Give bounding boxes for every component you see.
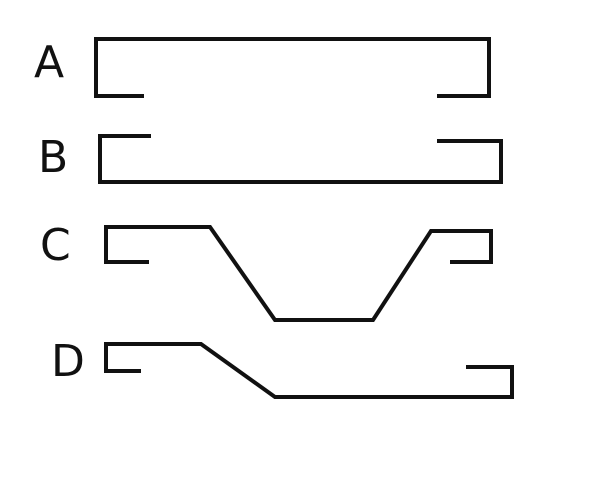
option-a-label: A [34, 37, 64, 88]
option-b-shape [98, 134, 503, 184]
option-b-label: B [38, 132, 68, 183]
option-d: D [51, 336, 514, 399]
option-a-shape [94, 37, 491, 98]
option-d-label: D [51, 336, 85, 387]
option-c-label: C [40, 220, 71, 271]
option-d-shape [104, 342, 514, 399]
option-a: A [34, 37, 491, 98]
option-c: C [40, 220, 493, 322]
option-b: B [38, 132, 503, 184]
option-c-shape [104, 225, 493, 322]
